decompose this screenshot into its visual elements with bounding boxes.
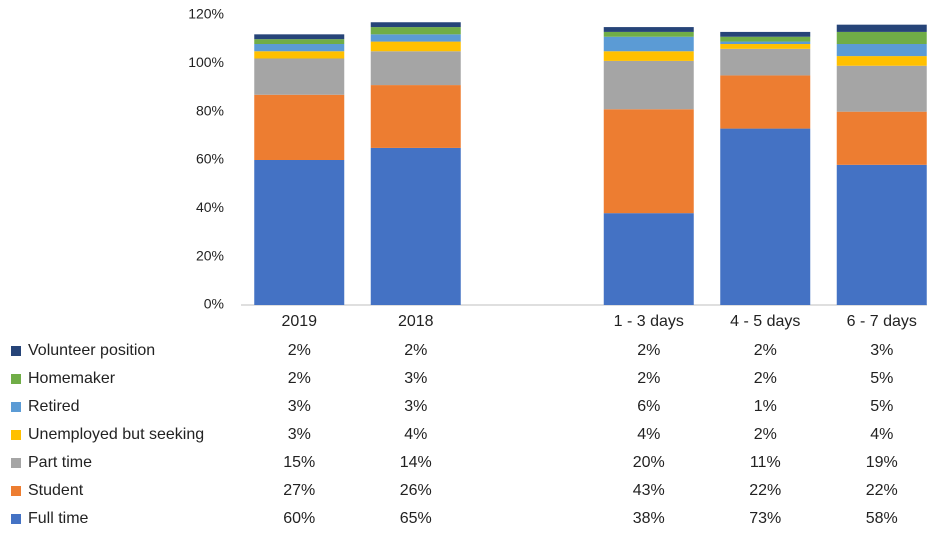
bar-segment bbox=[720, 44, 811, 49]
table-cell: 2% bbox=[288, 342, 311, 359]
bar-segment bbox=[720, 31, 811, 37]
bar-segment bbox=[370, 27, 461, 35]
bar-segment bbox=[603, 109, 694, 214]
bar-segment bbox=[370, 147, 461, 305]
table-cell: 1% bbox=[754, 398, 777, 415]
bar-segment bbox=[720, 128, 811, 305]
legend-swatch bbox=[11, 486, 21, 496]
y-tick-label: 80% bbox=[196, 102, 224, 118]
bar-segment bbox=[720, 75, 811, 129]
table-cell: 3% bbox=[288, 398, 311, 415]
bar-segment bbox=[370, 41, 461, 52]
bar-segment bbox=[370, 85, 461, 148]
table-cell: 4% bbox=[404, 426, 427, 443]
table-cell: 22% bbox=[749, 482, 781, 499]
bar-segment bbox=[836, 164, 927, 305]
bar-segment bbox=[720, 36, 811, 42]
legend-label: Volunteer position bbox=[28, 342, 155, 359]
legend-swatch bbox=[11, 374, 21, 384]
y-tick-label: 60% bbox=[196, 151, 224, 167]
y-tick-label: 40% bbox=[196, 199, 224, 215]
legend-swatch bbox=[11, 346, 21, 356]
bar-segment bbox=[836, 65, 927, 112]
bar-segment bbox=[836, 111, 927, 165]
legend-label: Retired bbox=[28, 398, 80, 415]
table-cell: 19% bbox=[866, 454, 898, 471]
bar-segment bbox=[370, 51, 461, 86]
table-cell: 20% bbox=[633, 454, 665, 471]
legend-label: Part time bbox=[28, 454, 92, 471]
table-cell: 38% bbox=[633, 510, 665, 527]
bar-segment bbox=[254, 94, 345, 160]
x-tick-label: 4 - 5 days bbox=[730, 313, 800, 330]
bar-segment bbox=[370, 22, 461, 28]
table-cell: 5% bbox=[870, 398, 893, 415]
legend-swatch bbox=[11, 430, 21, 440]
bar-segment bbox=[720, 48, 811, 76]
table-cell: 3% bbox=[288, 426, 311, 443]
bar-segment bbox=[254, 58, 345, 95]
table-cell: 6% bbox=[637, 398, 660, 415]
x-tick-label: 2019 bbox=[281, 313, 317, 330]
table-cell: 2% bbox=[754, 370, 777, 387]
bar-segment bbox=[370, 34, 461, 42]
y-tick-label: 0% bbox=[204, 296, 224, 312]
x-tick-label: 1 - 3 days bbox=[614, 313, 684, 330]
legend-swatch bbox=[11, 458, 21, 468]
bar-segment bbox=[603, 36, 694, 52]
table-cell: 11% bbox=[750, 454, 781, 471]
bar-segment bbox=[603, 31, 694, 37]
table-cell: 2% bbox=[754, 342, 777, 359]
bar-segment bbox=[720, 41, 811, 44]
bar-segment bbox=[254, 39, 345, 44]
bar-segment bbox=[603, 60, 694, 110]
table-cell: 4% bbox=[870, 426, 893, 443]
bar-segment bbox=[603, 213, 694, 305]
bar-segment bbox=[254, 44, 345, 52]
legend-swatch bbox=[11, 514, 21, 524]
y-tick-label: 20% bbox=[196, 247, 224, 263]
x-tick-label: 6 - 7 days bbox=[847, 313, 917, 330]
bar-segment bbox=[254, 34, 345, 40]
table-cell: 27% bbox=[283, 482, 315, 499]
table-cell: 26% bbox=[400, 482, 432, 499]
legend-label: Unemployed but seeking bbox=[28, 426, 204, 443]
table-cell: 73% bbox=[749, 510, 781, 527]
table-cell: 3% bbox=[870, 342, 893, 359]
table-cell: 5% bbox=[870, 370, 893, 387]
table-cell: 15% bbox=[283, 454, 315, 471]
table-cell: 22% bbox=[866, 482, 898, 499]
bar-segment bbox=[836, 24, 927, 32]
legend-label: Homemaker bbox=[28, 370, 116, 387]
y-tick-label: 100% bbox=[188, 54, 224, 70]
legend-label: Full time bbox=[28, 510, 89, 527]
bar-segment bbox=[603, 27, 694, 32]
bar-segment bbox=[836, 56, 927, 66]
bar-segment bbox=[254, 160, 345, 305]
table-cell: 43% bbox=[633, 482, 665, 499]
table-cell: 2% bbox=[288, 370, 311, 387]
table-cell: 58% bbox=[866, 510, 898, 527]
table-cell: 2% bbox=[404, 342, 427, 359]
legend-swatch bbox=[11, 402, 21, 412]
bar-segment bbox=[603, 51, 694, 61]
x-tick-label: 2018 bbox=[398, 313, 434, 330]
table-cell: 2% bbox=[637, 370, 660, 387]
bar-segment bbox=[254, 51, 345, 59]
table-cell: 14% bbox=[400, 454, 432, 471]
table-cell: 65% bbox=[400, 510, 432, 527]
bar-segment bbox=[836, 31, 927, 44]
table-cell: 3% bbox=[404, 370, 427, 387]
table-cell: 2% bbox=[637, 342, 660, 359]
table-cell: 4% bbox=[637, 426, 660, 443]
y-tick-label: 120% bbox=[188, 6, 224, 22]
table-cell: 3% bbox=[404, 398, 427, 415]
table-cell: 2% bbox=[754, 426, 777, 443]
bar-segment bbox=[836, 44, 927, 57]
legend-label: Student bbox=[28, 482, 84, 499]
table-cell: 60% bbox=[283, 510, 315, 527]
